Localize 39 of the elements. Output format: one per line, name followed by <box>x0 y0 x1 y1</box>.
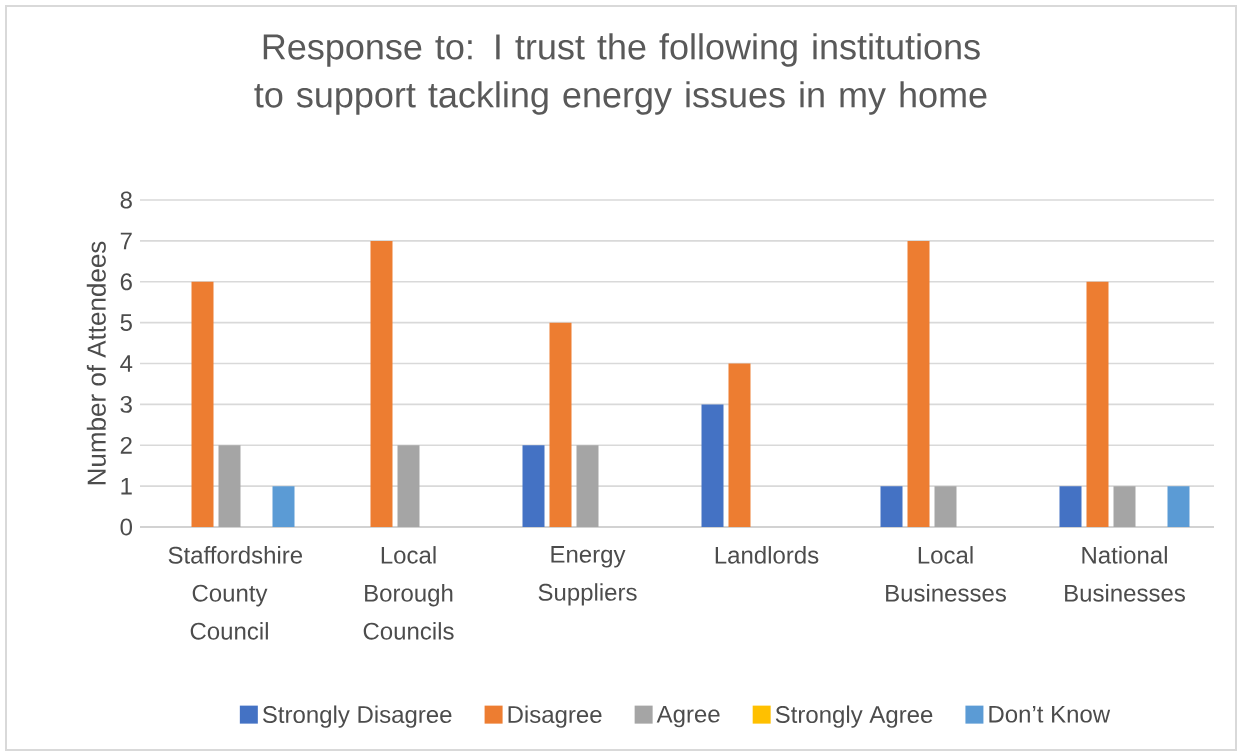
bar <box>397 445 420 527</box>
bar <box>880 486 903 527</box>
y-tick-label: 0 <box>120 518 133 536</box>
y-tick-label: 3 <box>120 395 132 413</box>
bar <box>1059 486 1082 527</box>
bar <box>934 486 957 527</box>
legend-label: Strongly Disagree <box>262 705 452 728</box>
bar <box>907 240 930 527</box>
legend-label: Strongly Agree <box>775 705 933 728</box>
y-tick-label: 1 <box>121 477 132 495</box>
bar <box>701 404 724 527</box>
y-tick-label: 5 <box>120 314 132 331</box>
legend-label: Agree <box>656 705 720 728</box>
x-tick-label: Energy Suppliers <box>538 546 637 606</box>
y-tick-label: 7 <box>120 232 132 250</box>
x-tick-label: Local Borough Councils <box>363 546 454 640</box>
bar <box>370 240 393 527</box>
bar <box>576 445 599 527</box>
bar <box>191 281 214 527</box>
y-tick-label: 4 <box>120 355 133 372</box>
x-tick-label: National Businesses <box>1065 546 1185 602</box>
bar <box>728 363 751 527</box>
legend-label: Disagree <box>508 705 602 728</box>
legend-label: Don’t Know <box>989 705 1111 723</box>
bar <box>1113 486 1136 527</box>
bar <box>1167 486 1190 527</box>
x-tick-label: Staffordshire County Council <box>168 546 303 640</box>
bar <box>218 445 241 527</box>
y-axis-title: Number of Attendees <box>86 241 106 485</box>
bar <box>522 445 545 527</box>
bar <box>272 486 295 527</box>
chart-title: Response to: I trust the following institutions to support tackling energy issues in my home <box>254 33 987 115</box>
x-tick-label: Local Businesses <box>886 546 1006 602</box>
y-tick-label: 2 <box>120 436 132 454</box>
bar <box>549 322 572 527</box>
x-tick-label: Landlords <box>715 546 819 564</box>
y-tick-label: 8 <box>120 191 132 209</box>
y-tick-label: 6 <box>120 273 132 291</box>
bar <box>1086 281 1109 527</box>
